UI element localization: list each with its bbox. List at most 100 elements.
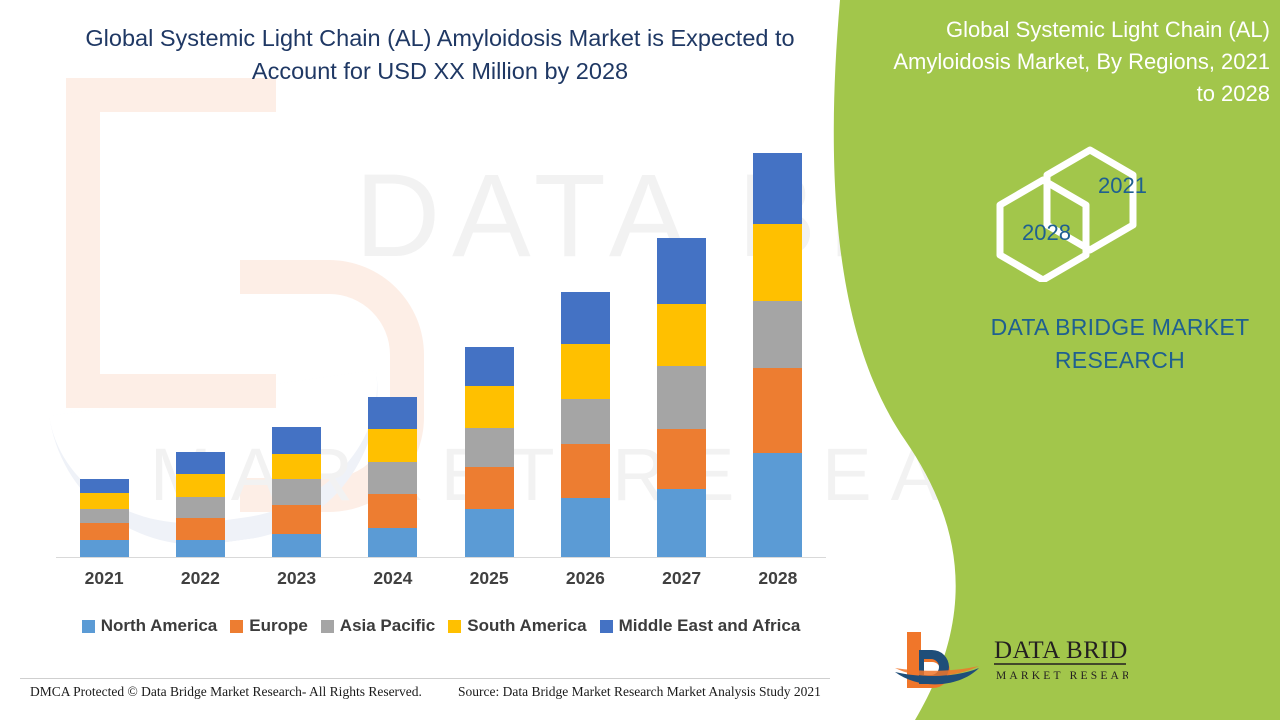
legend-item-europe[interactable]: Europe [230, 616, 308, 636]
bar-segment-asia-pacific [753, 301, 803, 368]
bar-segment-north-america [464, 509, 514, 558]
bar-stack [175, 452, 225, 558]
bar-segment-europe [175, 518, 225, 540]
bar-segment-north-america [753, 453, 803, 558]
bar-segment-asia-pacific [368, 462, 418, 494]
bar-segment-asia-pacific [272, 479, 322, 505]
legend-label-middle-east-and-africa: Middle East and Africa [618, 616, 801, 635]
bar-segment-north-america [272, 534, 322, 558]
legend-label-asia-pacific: Asia Pacific [339, 616, 436, 635]
bar-segment-north-america [79, 540, 129, 558]
x-axis-label-2028: 2028 [758, 568, 798, 588]
bar-segment-middle-east-and-africa [560, 292, 610, 344]
bar-segment-asia-pacific [175, 497, 225, 518]
x-axis-label-2023: 2023 [277, 568, 317, 588]
bar-segment-asia-pacific [657, 366, 707, 429]
bar-segment-south-america [657, 304, 707, 366]
bar-segment-south-america [272, 454, 322, 479]
footer-divider [20, 678, 830, 679]
bar-chart-plot [56, 150, 826, 558]
x-axis-line [56, 557, 826, 558]
bar-segment-middle-east-and-africa [79, 479, 129, 493]
hexagon-group [985, 142, 1175, 284]
hexagon-2021-outline [1043, 146, 1137, 254]
bar-segment-south-america [560, 344, 610, 399]
panel-brand-line1: DATA BRIDGE MARKET [990, 314, 1250, 340]
x-axis-label-2021: 2021 [84, 568, 124, 588]
bar-segment-asia-pacific [464, 428, 514, 467]
x-axis-label-2025: 2025 [469, 568, 509, 588]
bar-segment-asia-pacific [560, 399, 610, 444]
bar-column-2024 [345, 150, 440, 558]
bar-segment-middle-east-and-africa [368, 397, 418, 429]
legend-item-asia-pacific[interactable]: Asia Pacific [320, 616, 436, 636]
data-bridge-logo: DATA BRIDGE MARKET RESEARCH [893, 628, 1128, 690]
bar-column-2022 [153, 150, 248, 558]
bar-segment-middle-east-and-africa [464, 347, 514, 386]
chart-legend: North America Europe Asia Pacific South Ame… [56, 616, 826, 636]
bar-segment-europe [272, 505, 322, 534]
bar-column-2026 [538, 150, 633, 558]
footer-source-text: Source: Data Bridge Market Research Mark… [458, 684, 821, 699]
legend-swatch-middle-east-and-africa [599, 619, 613, 633]
chart-title: Global Systemic Light Chain (AL) Amyloid… [85, 25, 795, 85]
bar-stack [560, 292, 610, 558]
hexagon-2021-label: 2021 [1098, 173, 1147, 198]
bar-segment-north-america [368, 528, 418, 558]
green-panel-shape [833, 0, 1280, 720]
bar-segment-north-america [175, 540, 225, 558]
bar-segment-europe [753, 368, 803, 453]
x-axis-label-2022: 2022 [180, 568, 220, 588]
bar-stack [464, 347, 514, 558]
legend-swatch-north-america [81, 619, 95, 633]
x-axis-label-2024: 2024 [373, 568, 413, 588]
logo-main-text: DATA BRIDGE [994, 637, 1128, 664]
footer-dmca-text: DMCA Protected © Data Bridge Market Rese… [30, 684, 422, 699]
footer: DMCA Protected © Data Bridge Market Rese… [0, 678, 845, 720]
bar-segment-europe [368, 494, 418, 528]
bar-segment-middle-east-and-africa [753, 153, 803, 224]
bar-stack [368, 397, 418, 558]
x-axis-label-2026: 2026 [565, 568, 605, 588]
legend-swatch-asia-pacific [320, 619, 334, 633]
panel-title: Global Systemic Light Chain (AL) Amyloid… [893, 17, 1270, 106]
bar-segment-middle-east-and-africa [657, 238, 707, 304]
bar-segment-europe [79, 523, 129, 540]
panel-brand-text: DATA BRIDGE MARKET RESEARCH [960, 311, 1280, 376]
bar-segment-europe [657, 429, 707, 489]
bar-stack [657, 238, 707, 558]
bar-segment-middle-east-and-africa [272, 427, 322, 454]
bar-segment-south-america [79, 493, 129, 509]
bar-column-2027 [634, 150, 729, 558]
hexagon-2028-label: 2028 [1022, 220, 1071, 245]
bar-segment-south-america [753, 224, 803, 301]
logo-sub-text: MARKET RESEARCH [996, 670, 1128, 682]
legend-label-south-america: South America [467, 616, 587, 635]
data-bridge-logo-icon: DATA BRIDGE MARKET RESEARCH [895, 632, 1128, 688]
bar-column-2028 [730, 150, 825, 558]
hexagons-icon [996, 146, 1137, 284]
bar-column-2023 [249, 150, 344, 558]
legend-item-north-america[interactable]: North America [81, 616, 218, 636]
legend-swatch-europe [230, 619, 244, 633]
bar-segment-middle-east-and-africa [175, 452, 225, 474]
bar-segment-europe [560, 444, 610, 498]
legend-label-europe: Europe [249, 616, 308, 635]
x-axis-label-2027: 2027 [662, 568, 702, 588]
legend-swatch-south-america [448, 619, 462, 633]
bar-stack [272, 427, 322, 558]
bar-stack [79, 479, 129, 558]
bar-stack [753, 153, 803, 558]
right-green-panel [810, 0, 1280, 720]
legend-item-middle-east-and-africa[interactable]: Middle East and Africa [599, 616, 801, 636]
bar-segment-south-america [175, 474, 225, 497]
bar-segment-north-america [657, 489, 707, 558]
bar-segment-south-america [464, 386, 514, 428]
legend-label-north-america: North America [100, 616, 218, 635]
bar-segment-europe [464, 467, 514, 509]
bar-segment-asia-pacific [79, 509, 129, 523]
legend-item-south-america[interactable]: South America [448, 616, 587, 636]
bar-column-2021 [57, 150, 152, 558]
bar-segment-north-america [560, 498, 610, 558]
